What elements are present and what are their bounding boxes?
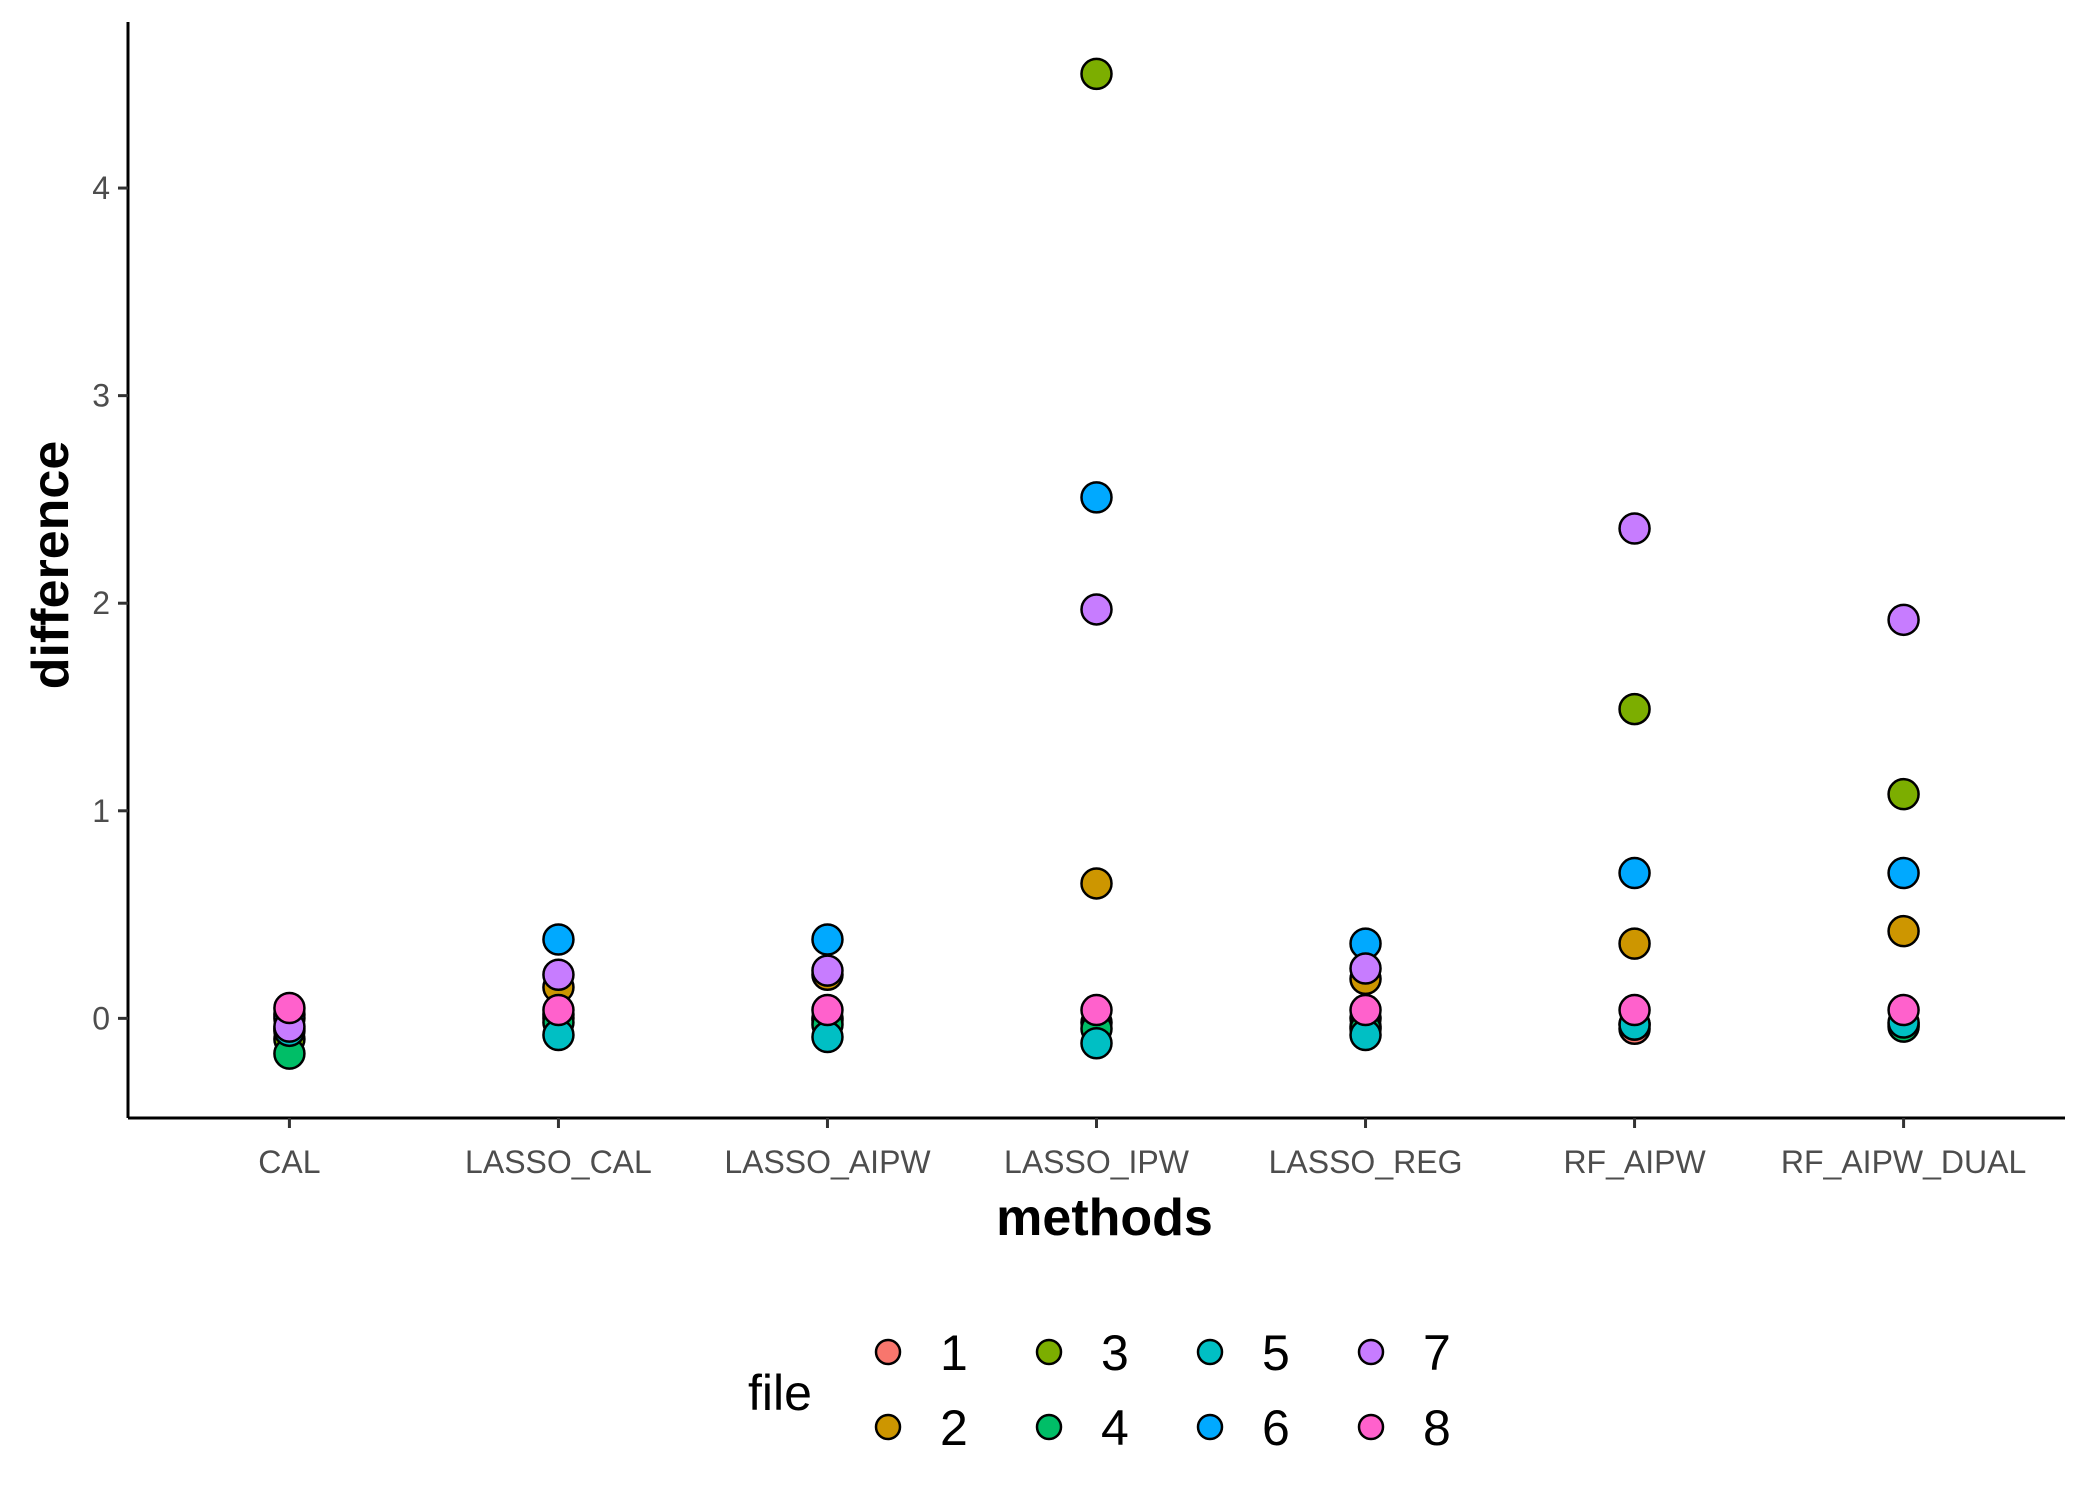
legend-label: 1 — [940, 1325, 968, 1381]
legend-items: 1 2 3 4 5 6 7 8 — [874, 1325, 1451, 1456]
data-point-file-6 — [811, 923, 844, 956]
data-point-file-5 — [1080, 1027, 1113, 1060]
data-point-file-7 — [542, 958, 575, 992]
data-point-file-2 — [1887, 914, 1920, 948]
data-point-file-8 — [1618, 993, 1651, 1027]
x-axis-ticks: CAL LASSO_CAL LASSO_AIPW LASSO_IPW LASSO_REG… — [258, 1118, 2026, 1180]
y-tick-label: 3 — [92, 378, 110, 414]
data-point-file-8 — [811, 993, 844, 1027]
legend-key-6 — [1196, 1413, 1224, 1441]
data-point-file-7 — [811, 954, 844, 987]
legend-key-7 — [1357, 1338, 1385, 1366]
data-point-file-8 — [542, 993, 575, 1027]
data-point-file-8 — [1080, 993, 1113, 1027]
legend-label: 7 — [1423, 1325, 1451, 1381]
data-point-file-8 — [1887, 993, 1920, 1027]
data-point-file-5 — [811, 1020, 844, 1054]
legend-label: 3 — [1101, 1325, 1129, 1381]
data-point-file-7 — [1887, 603, 1920, 637]
x-tick-label: CAL — [258, 1144, 320, 1180]
data-point-file-8 — [273, 991, 306, 1025]
y-tick-label: 4 — [92, 170, 110, 206]
y-tick-label: 0 — [92, 1000, 110, 1036]
data-point-file-7 — [1080, 593, 1113, 626]
x-axis-title: methods — [996, 1189, 1213, 1247]
legend-key-5 — [1196, 1338, 1224, 1366]
data-point-file-6 — [542, 923, 575, 956]
data-point-file-7 — [1349, 952, 1382, 985]
data-point-file-7 — [1618, 512, 1651, 545]
legend-key-8 — [1357, 1413, 1385, 1441]
legend-key-3 — [1035, 1338, 1063, 1366]
x-tick-label: RF_AIPW — [1563, 1144, 1706, 1180]
legend-key-1 — [874, 1338, 902, 1366]
x-tick-label: LASSO_AIPW — [724, 1144, 931, 1180]
legend-label: 4 — [1101, 1400, 1129, 1456]
data-point-file-8 — [1349, 993, 1382, 1027]
legend-key-2 — [874, 1413, 902, 1441]
x-tick-label: LASSO_IPW — [1004, 1144, 1190, 1180]
data-point-file-6 — [1080, 481, 1113, 514]
y-tick-label: 1 — [92, 793, 110, 829]
x-tick-label: LASSO_REG — [1269, 1144, 1463, 1180]
data-point-file-6 — [1887, 856, 1920, 890]
legend-key-4 — [1035, 1413, 1063, 1441]
y-axis-title: difference — [22, 441, 80, 690]
legend-title: file — [748, 1365, 812, 1421]
y-tick-label: 2 — [92, 585, 110, 621]
legend-label: 5 — [1262, 1325, 1290, 1381]
data-point-file-3 — [1080, 57, 1113, 91]
legend-label: 8 — [1423, 1400, 1451, 1456]
legend: file 1 2 3 4 5 6 7 8 — [748, 1325, 1451, 1456]
data-point-file-2 — [1080, 867, 1113, 900]
y-axis-ticks: 0 1 2 3 4 — [92, 170, 128, 1036]
x-tick-label: LASSO_CAL — [465, 1144, 652, 1180]
legend-label: 2 — [940, 1400, 968, 1456]
data-point-file-3 — [1618, 692, 1651, 726]
data-point-file-6 — [1618, 856, 1651, 890]
points-layer — [273, 57, 1920, 1070]
legend-label: 6 — [1262, 1400, 1290, 1456]
x-tick-label: RF_AIPW_DUAL — [1781, 1144, 2026, 1180]
data-point-file-3 — [1887, 777, 1920, 811]
data-point-file-2 — [1618, 927, 1651, 960]
